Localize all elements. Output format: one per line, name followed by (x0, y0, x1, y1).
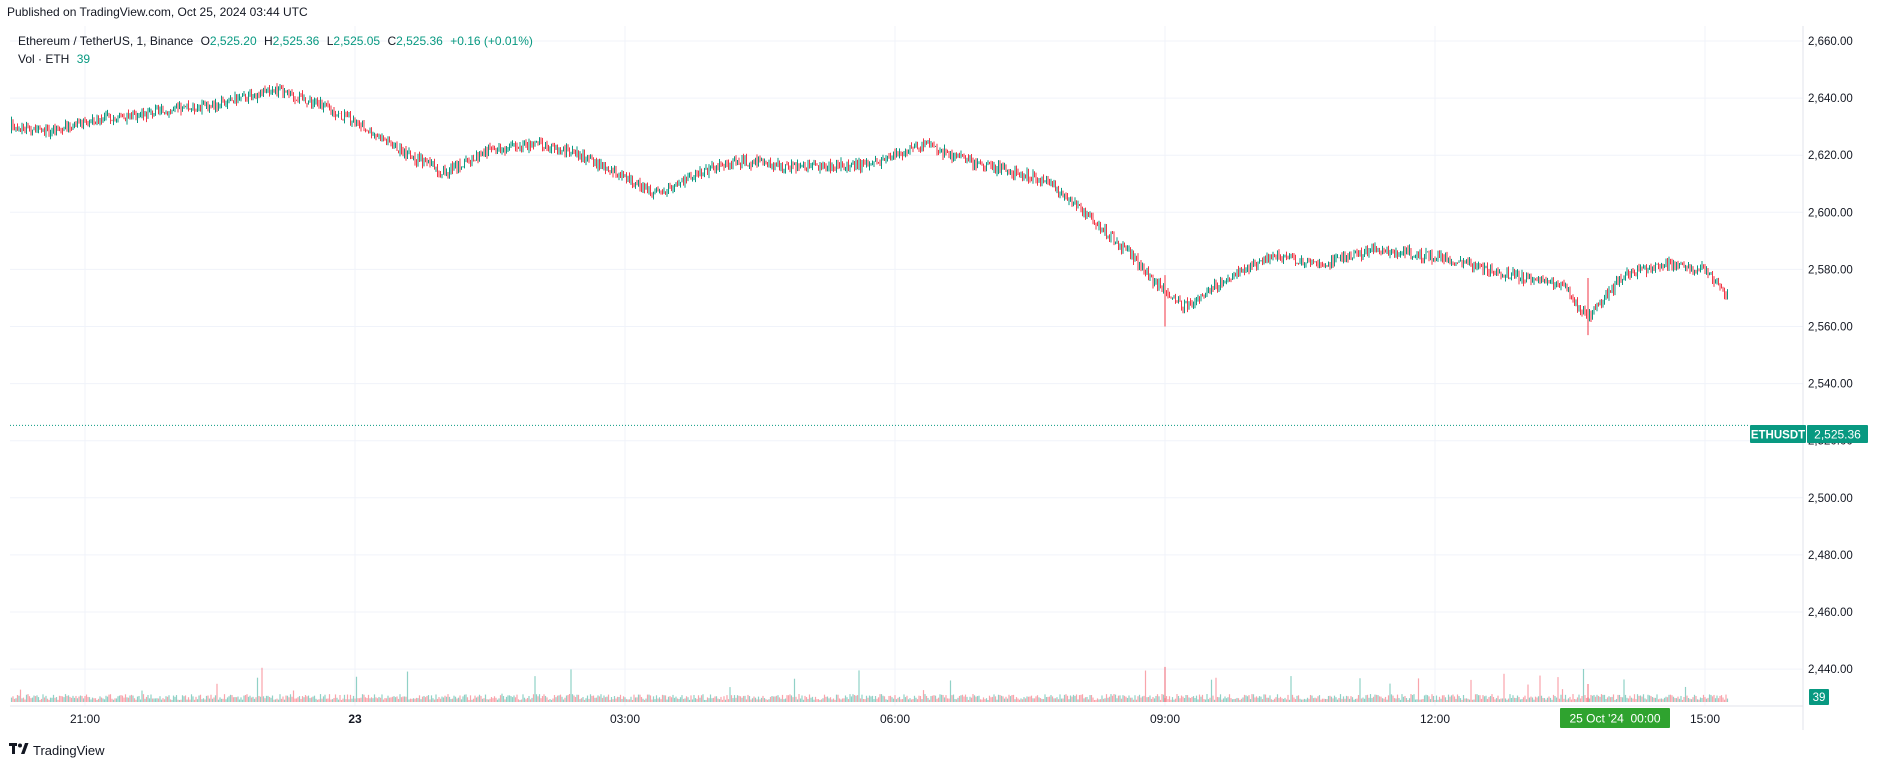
time-tick-label: 03:00 (610, 712, 640, 726)
time-tick-label: 21:00 (70, 712, 100, 726)
chart-grid (10, 26, 1803, 706)
candles (11, 83, 1728, 336)
symbol-name[interactable]: Ethereum / TetherUS, 1, Binance (18, 34, 194, 48)
volume-label[interactable]: Vol · ETH (18, 52, 70, 66)
badge-symbol: ETHUSDT (1751, 430, 1805, 442)
published-header: Published on TradingView.com, Oct 25, 20… (7, 5, 308, 19)
time-axis: 21:00 23 03:00 06:00 09:00 12:00 15:00 (70, 712, 1720, 726)
high-label: H (263, 34, 273, 48)
price-tick-label: 2,440.00 (1808, 664, 1853, 676)
volume-badge: 39 (1809, 689, 1829, 705)
symbol-legend[interactable]: Ethereum / TetherUS, 1, Binance O2,525.2… (18, 34, 533, 48)
price-tick-label: 2,600.00 (1808, 207, 1853, 219)
price-tick-label: 2,500.00 (1808, 493, 1853, 505)
close-value: 2,525.36 (396, 34, 443, 48)
time-tick-label: 09:00 (1150, 712, 1180, 726)
price-tick-label: 2,460.00 (1808, 607, 1853, 619)
tradingview-brand: TradingView (33, 742, 105, 758)
low-label: L (326, 34, 334, 48)
time-tick-label: 12:00 (1420, 712, 1450, 726)
price-axis: 2,660.00 2,640.00 2,620.00 2,600.00 2,580.00… (1808, 36, 1853, 676)
open-value: 2,525.20 (209, 34, 257, 48)
open-label: O (200, 34, 210, 48)
time-tick-label: 15:00 (1690, 712, 1720, 726)
volume-value: 39 (76, 52, 91, 66)
price-tick-label: 2,580.00 (1808, 264, 1853, 276)
volume-bars (10, 666, 1729, 702)
price-tick-label: 2,540.00 (1808, 379, 1853, 391)
low-value: 2,525.05 (333, 34, 381, 48)
volume-legend[interactable]: Vol · ETH 39 (18, 52, 90, 66)
crosshair-date-badge: 25 Oct '24 00:00 (1560, 708, 1670, 728)
volume-badge-value: 39 (1813, 692, 1826, 704)
price-tick-label: 2,640.00 (1808, 93, 1853, 105)
tradingview-logo[interactable]: TradingView (9, 742, 105, 758)
price-tick-label: 2,480.00 (1808, 550, 1853, 562)
time-tick-label: 06:00 (880, 712, 910, 726)
badge-price: 2,525.36 (1814, 428, 1861, 442)
high-value: 2,525.36 (272, 34, 320, 48)
tradingview-logo-icon (9, 742, 29, 758)
price-tick-label: 2,620.00 (1808, 150, 1853, 162)
change-value: +0.16 (+0.01%) (450, 34, 533, 48)
price-tick-label: 2,660.00 (1808, 36, 1853, 48)
price-tick-label: 2,560.00 (1808, 322, 1853, 334)
close-label: C (387, 34, 397, 48)
time-tick-label: 23 (348, 712, 362, 726)
crosshair-date-label: 25 Oct '24 00:00 (1569, 712, 1660, 726)
last-price-badge[interactable]: ETHUSDT 2,525.36 (1750, 425, 1868, 443)
